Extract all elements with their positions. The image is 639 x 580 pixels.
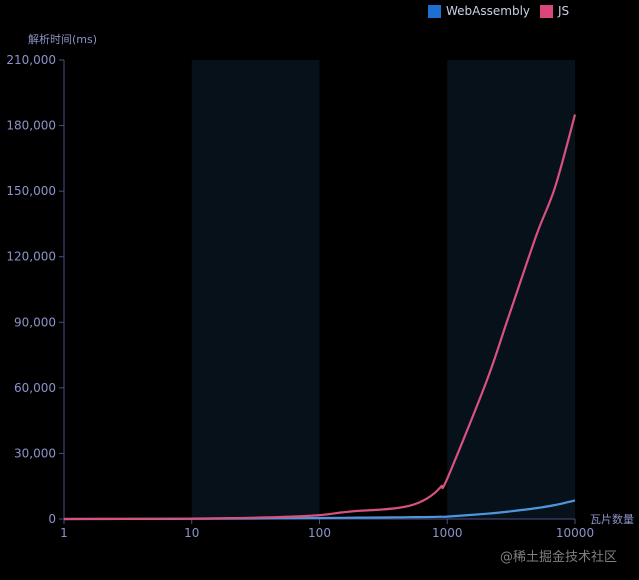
y-tick-label-0: 0 bbox=[48, 512, 56, 526]
y-tick-label-5: 150,000 bbox=[6, 184, 56, 198]
watermark: @稀土掘金技术社区 bbox=[500, 550, 618, 565]
y-tick-label-3: 90,000 bbox=[14, 315, 56, 329]
x-tick-label-0: 1 bbox=[60, 526, 68, 540]
shaded-band-0 bbox=[191, 60, 320, 519]
legend-label-js: JS bbox=[558, 4, 570, 18]
series-line-js bbox=[63, 114, 577, 521]
x-axis-title: 瓦片数量 bbox=[590, 513, 634, 526]
y-tick-label-2: 60,000 bbox=[14, 381, 56, 395]
y-axis-title: 解析时间(ms) bbox=[28, 33, 98, 46]
x-tick-label-4: 10000 bbox=[556, 526, 594, 540]
legend-swatch-webassembly bbox=[428, 4, 441, 18]
legend-swatch-js bbox=[540, 4, 553, 18]
legend-label-webassembly: WebAssembly bbox=[446, 4, 530, 18]
legend-item-js[interactable]: JS bbox=[540, 4, 569, 18]
x-tick-label-3: 1000 bbox=[432, 526, 463, 540]
x-tick-label-2: 100 bbox=[308, 526, 331, 540]
y-tick-label-1: 30,000 bbox=[14, 446, 56, 460]
legend-item-webassembly[interactable]: WebAssembly bbox=[428, 4, 530, 18]
y-tick-label-6: 180,000 bbox=[6, 119, 56, 133]
y-tick-label-4: 120,000 bbox=[6, 250, 56, 264]
x-tick-label-1: 10 bbox=[184, 526, 199, 540]
shaded-band-1 bbox=[447, 60, 575, 519]
legend: WebAssembly JS bbox=[428, 4, 569, 18]
y-tick-label-7: 210,000 bbox=[6, 53, 56, 67]
